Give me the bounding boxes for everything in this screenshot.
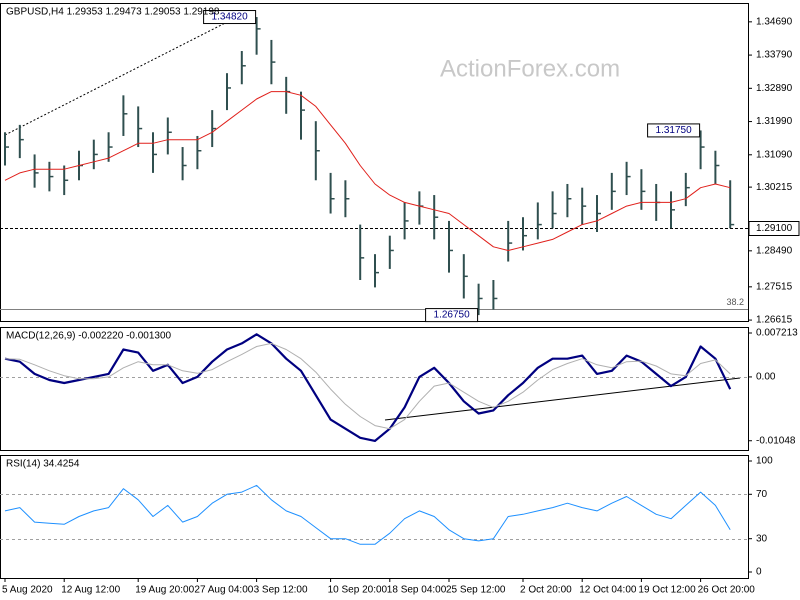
x-tick-label: 3 Sep 12:00 [254,585,308,596]
x-tick-label: 19 Aug 20:00 [135,585,194,596]
macd-trend-line [384,377,741,421]
x-tick-label: 27 Aug 04:00 [194,585,253,596]
y-tick-label: -0.01048 [756,435,796,446]
series-line [4,342,731,430]
y-tick-label: 1.28490 [756,245,793,256]
y-tick-label: 1.26615 [756,315,793,326]
fib-label: 38.2 [726,297,744,307]
price-tag-label: 1.29100 [756,223,793,234]
y-tick-label: 70 [756,489,768,500]
x-tick-label: 5 Aug 2020 [2,585,53,596]
y-tick-label: 1.31990 [756,116,793,127]
y-tick-label: 0.00 [756,372,776,383]
y-tick-label: 0 [756,567,762,578]
x-tick-label: 10 Sep 20:00 [328,585,388,596]
price-tag [748,221,800,236]
annotation-label: 1.34820 [212,12,249,23]
y-tick-label: 1.32890 [756,83,793,94]
annotation-label: 1.26750 [434,310,471,321]
x-tick-label: 2 Oct 20:00 [520,585,572,596]
y-tick-label: 1.34690 [756,16,793,27]
x-tick-label: 26 Oct 20:00 [698,585,756,596]
annotation-box [203,10,257,25]
series-line [4,333,732,442]
x-tick-label: 18 Sep 04:00 [387,585,447,596]
y-tick-label: 0.007213 [756,328,798,339]
y-tick-label: 100 [756,456,773,467]
y-tick-label: 30 [756,533,768,544]
y-tick-label: 1.31090 [756,149,793,160]
series-line [4,91,731,251]
y-tick-label: 1.27515 [756,281,793,292]
annotation-box [425,308,479,323]
x-tick-label: 25 Sep 12:00 [446,585,506,596]
x-tick-label: 12 Aug 12:00 [61,585,120,596]
x-tick-label: 19 Oct 12:00 [638,585,696,596]
annotation-box [647,123,701,138]
panel-title: RSI(14) 34.4254 [6,459,80,470]
panel-title: GBPUSD,H4 1.29353 1.29473 1.29053 1.2919… [6,7,220,18]
y-tick-label: 1.33790 [756,50,793,61]
series-line [4,484,731,545]
trend-line [4,17,236,136]
y-tick-label: 1.30215 [756,182,793,193]
annotation-label: 1.31750 [656,125,693,136]
x-tick-label: 12 Oct 04:00 [579,585,637,596]
panel-title: MACD(12,26,9) -0.002220 -0.001300 [6,331,172,342]
watermark: ActionForex.com [440,55,620,82]
